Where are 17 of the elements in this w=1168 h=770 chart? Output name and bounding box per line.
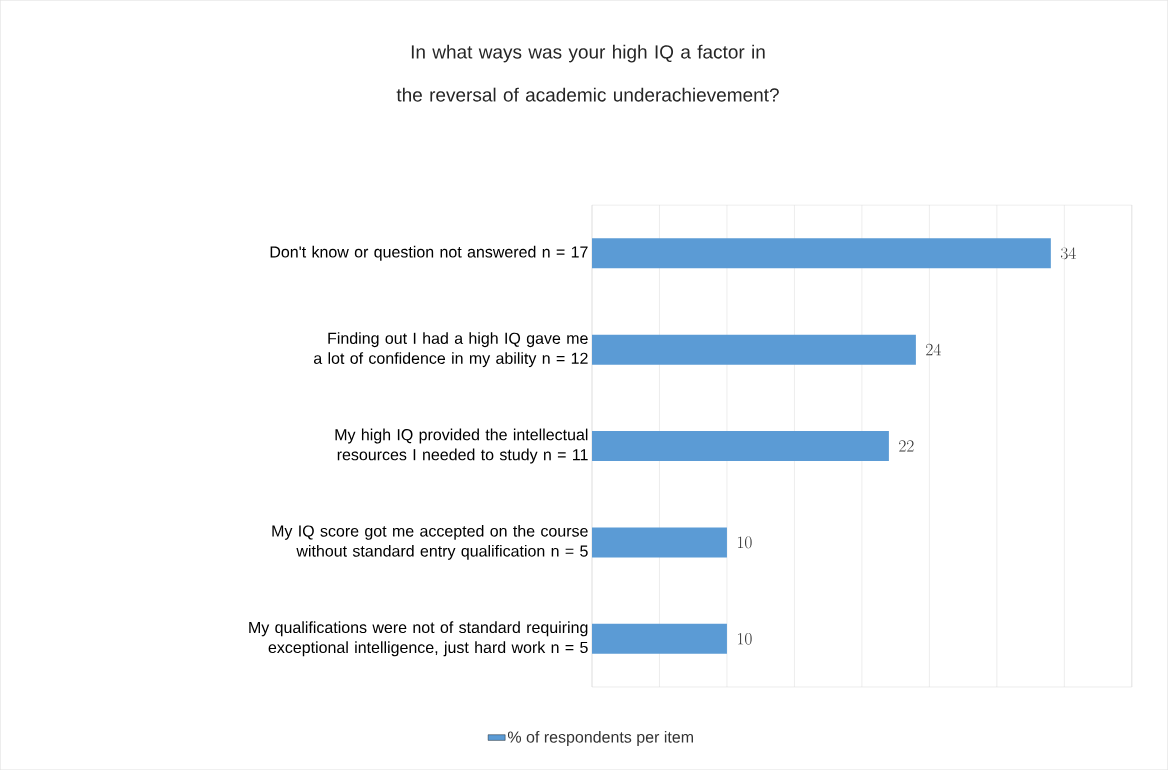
y-tick-label: My high IQ provided the intellectual resources I needed to study n = 11 xyxy=(335,428,588,464)
data-label: 24 xyxy=(926,343,941,356)
bar xyxy=(592,334,916,365)
data-label: 22 xyxy=(899,440,914,452)
y-tick-label: Don't know or question not answered n = 17 xyxy=(270,245,588,261)
bar xyxy=(592,430,889,461)
y-tick-label: Finding out I had a high IQ gave me a lot of confidence in my ability n = 12 xyxy=(313,332,588,368)
y-tick-label: My qualifications were not of standard requiring exceptional intelligence, just hard work n = 5 xyxy=(249,621,588,657)
bar xyxy=(592,623,727,654)
bar xyxy=(592,527,727,558)
chart-title: In what ways was your high IQ a factor in the reversal of academic underachievement? xyxy=(396,44,779,102)
bar xyxy=(592,238,1051,269)
data-label: 10 xyxy=(737,536,752,549)
y-tick-label: My IQ score got me accepted on the course without standard entry qualification n = 5 xyxy=(272,524,588,560)
data-label: 10 xyxy=(737,632,752,645)
legend-label: % of respondents per item xyxy=(507,730,693,746)
data-label: 34 xyxy=(1060,247,1076,260)
